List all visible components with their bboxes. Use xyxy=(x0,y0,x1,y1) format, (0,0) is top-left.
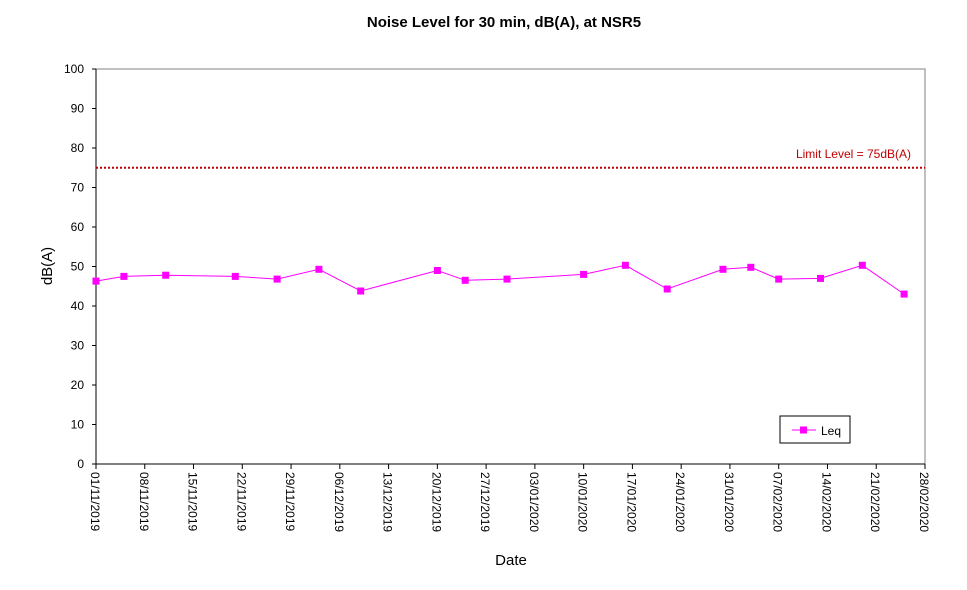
x-tick-label: 21/02/2020 xyxy=(868,472,882,532)
x-tick-label: 13/12/2019 xyxy=(381,472,395,532)
x-tick-label: 29/11/2019 xyxy=(283,472,297,531)
y-tick-label: 80 xyxy=(71,141,85,155)
limit-line-label: Limit Level = 75dB(A) xyxy=(796,147,911,161)
x-tick-label: 03/01/2020 xyxy=(527,472,541,532)
y-tick-label: 20 xyxy=(71,378,85,392)
limit-line: Limit Level = 75dB(A) xyxy=(96,147,925,169)
x-tick-label: 06/12/2019 xyxy=(332,472,346,532)
data-point xyxy=(747,263,755,271)
data-point xyxy=(162,271,170,279)
data-point xyxy=(775,275,783,283)
x-tick-label: 15/11/2019 xyxy=(186,472,200,531)
data-point xyxy=(92,277,100,285)
x-tick-label: 17/01/2020 xyxy=(624,472,638,532)
x-tick-label: 14/02/2020 xyxy=(819,472,833,532)
legend-marker xyxy=(800,426,807,434)
y-tick-label: 50 xyxy=(71,260,85,274)
plot-area xyxy=(95,68,926,465)
y-tick-label: 10 xyxy=(71,418,85,432)
y-tick-label: 100 xyxy=(64,62,84,76)
x-tick-label: 27/12/2019 xyxy=(478,472,492,532)
data-point xyxy=(621,261,629,269)
data-point xyxy=(503,275,511,283)
x-tick-label: 10/01/2020 xyxy=(576,472,590,532)
x-tick-label: 01/11/2019 xyxy=(88,472,102,531)
y-axis: 0 10 20 30 40 50 60 70 80 90 100 xyxy=(64,62,97,471)
x-tick-label: 24/01/2020 xyxy=(673,472,687,532)
x-tick-label: 07/02/2020 xyxy=(771,472,785,532)
x-tick-label: 20/12/2019 xyxy=(429,472,443,532)
data-point xyxy=(858,261,866,269)
series-leq xyxy=(92,261,908,298)
data-point xyxy=(817,274,824,282)
data-point xyxy=(461,276,469,284)
x-tick-label: 22/11/2019 xyxy=(234,472,248,531)
legend: Leq xyxy=(779,415,851,444)
data-point xyxy=(900,290,908,298)
data-point xyxy=(273,275,281,283)
data-point xyxy=(315,265,323,273)
data-point xyxy=(433,267,441,274)
y-tick-label: 40 xyxy=(71,299,85,313)
data-point xyxy=(231,272,239,280)
y-tick-label: 90 xyxy=(71,102,85,116)
data-point xyxy=(120,272,128,280)
x-axis: 01/11/2019 08/11/2019 15/11/2019 22/11/2019… xyxy=(88,463,931,532)
x-axis-label: Date xyxy=(495,552,527,569)
y-tick-label: 30 xyxy=(71,339,85,353)
legend-label: Leq xyxy=(821,424,841,438)
data-point xyxy=(580,270,588,278)
y-tick-label: 70 xyxy=(71,181,85,195)
data-point xyxy=(719,265,727,273)
x-tick-label: 28/02/2020 xyxy=(917,472,931,532)
y-tick-label: 60 xyxy=(71,220,85,234)
chart-title: Noise Level for 30 min, dB(A), at NSR5 xyxy=(367,14,641,31)
data-point xyxy=(357,287,365,295)
x-tick-label: 08/11/2019 xyxy=(137,472,151,531)
data-point xyxy=(663,285,671,293)
y-tick-label: 0 xyxy=(77,457,84,471)
y-axis-label: dB(A) xyxy=(39,247,56,285)
x-tick-label: 31/01/2020 xyxy=(722,472,736,532)
